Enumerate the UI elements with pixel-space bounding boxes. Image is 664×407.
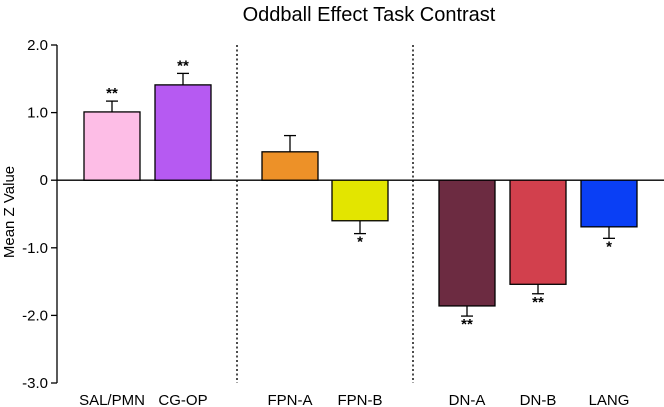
significance-marker: ** (461, 316, 473, 333)
y-tick-label: 2.0 (27, 37, 48, 54)
bar-dn-b (509, 179, 567, 285)
bars-group: ** SAL/PMN ** CG-OP FPN-A * FPN-B ** DN-A ** DN-B *… (79, 57, 638, 407)
bar-dn-a (438, 179, 496, 307)
bar-lang (580, 179, 638, 228)
x-tick-label: SAL/PMN (79, 392, 145, 407)
y-tick-label: -1.0 (22, 240, 48, 257)
bar-fpn-a (261, 151, 319, 181)
bar-fpn-b (331, 179, 389, 222)
y-tick-label: 0 (40, 172, 48, 189)
y-tick-label: -3.0 (22, 375, 48, 392)
y-tick-label: 1.0 (27, 105, 48, 122)
bar-sal-pmn (83, 111, 141, 181)
significance-marker: * (357, 234, 363, 251)
bar-cg-op (154, 84, 212, 181)
y-axis-label: Mean Z Value (1, 166, 18, 258)
x-tick-label: CG-OP (158, 392, 207, 407)
x-tick-label: FPN-A (268, 392, 313, 407)
x-tick-label: DN-A (449, 392, 486, 407)
x-tick-label: DN-B (520, 392, 557, 407)
chart-title: Oddball Effect Task Contrast (243, 4, 496, 26)
x-tick-label: FPN-B (338, 392, 383, 407)
significance-marker: ** (106, 85, 118, 102)
significance-marker: ** (532, 294, 544, 311)
significance-marker: * (606, 238, 612, 255)
y-tick-label: -2.0 (22, 307, 48, 324)
x-tick-label: LANG (589, 392, 630, 407)
significance-marker: ** (177, 57, 189, 74)
